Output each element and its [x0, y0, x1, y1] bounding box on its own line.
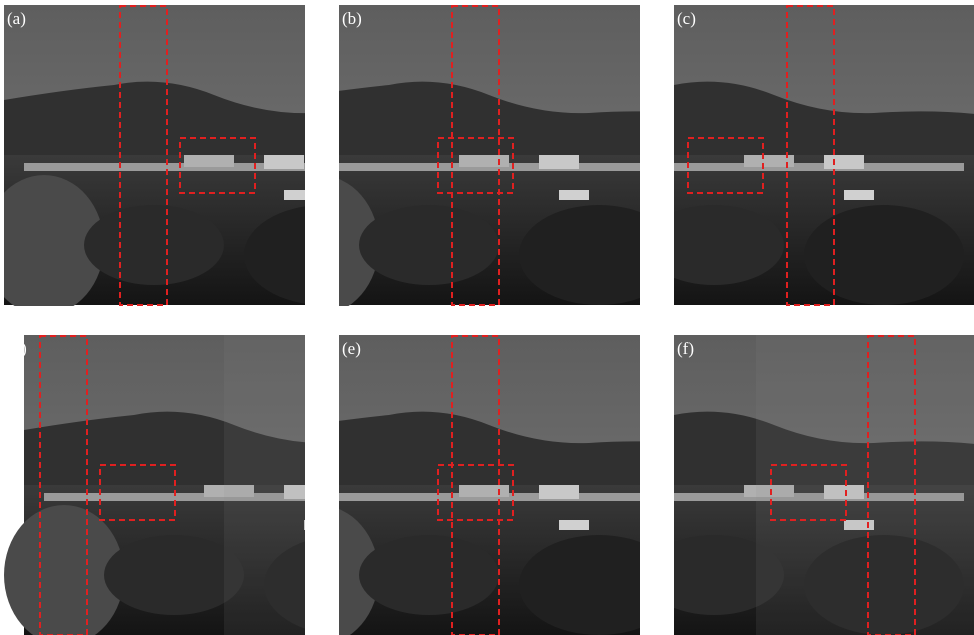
panel-label: (a)	[7, 9, 26, 28]
seam-region	[756, 335, 974, 635]
scene	[259, 5, 699, 315]
panel-label: (c)	[677, 9, 696, 28]
panel-label: (e)	[342, 339, 361, 358]
panel-label: (f)	[677, 339, 694, 358]
panel: (e)	[259, 335, 699, 635]
panel-label: (d)	[7, 339, 27, 358]
figure: (a) (b) (c) (d) (e) (f)	[0, 0, 974, 635]
scene	[259, 335, 699, 635]
seam-region	[224, 335, 305, 635]
panel: (b)	[259, 5, 699, 315]
panel-label: (b)	[342, 9, 362, 28]
photo	[259, 5, 699, 315]
photo	[259, 335, 699, 635]
